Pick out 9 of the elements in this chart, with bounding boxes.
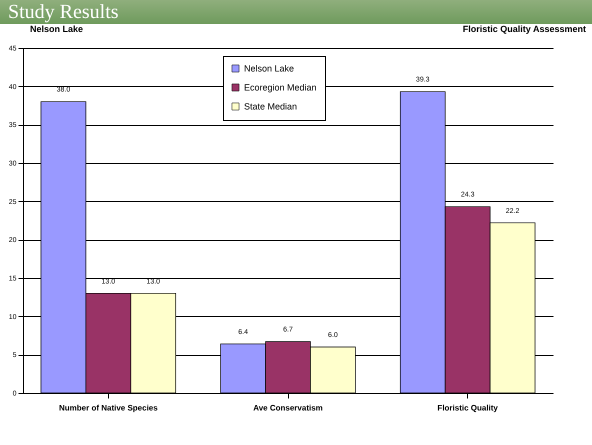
- x-tick-label: Ave Conservatism: [253, 404, 323, 412]
- chart-title: Study Results: [0, 0, 592, 24]
- legend-label: State Median: [244, 102, 298, 112]
- legend-label: Nelson Lake: [244, 64, 294, 74]
- text: Floristic Quality Assessment: [462, 24, 586, 36]
- x-tick-label: Number of Native Species: [58, 404, 158, 412]
- x-tick-label: Floristic Quality: [437, 404, 498, 412]
- chart-subtitle: Nelson Lake: [30, 24, 84, 36]
- legend-label: Ecoregion Median: [244, 82, 317, 92]
